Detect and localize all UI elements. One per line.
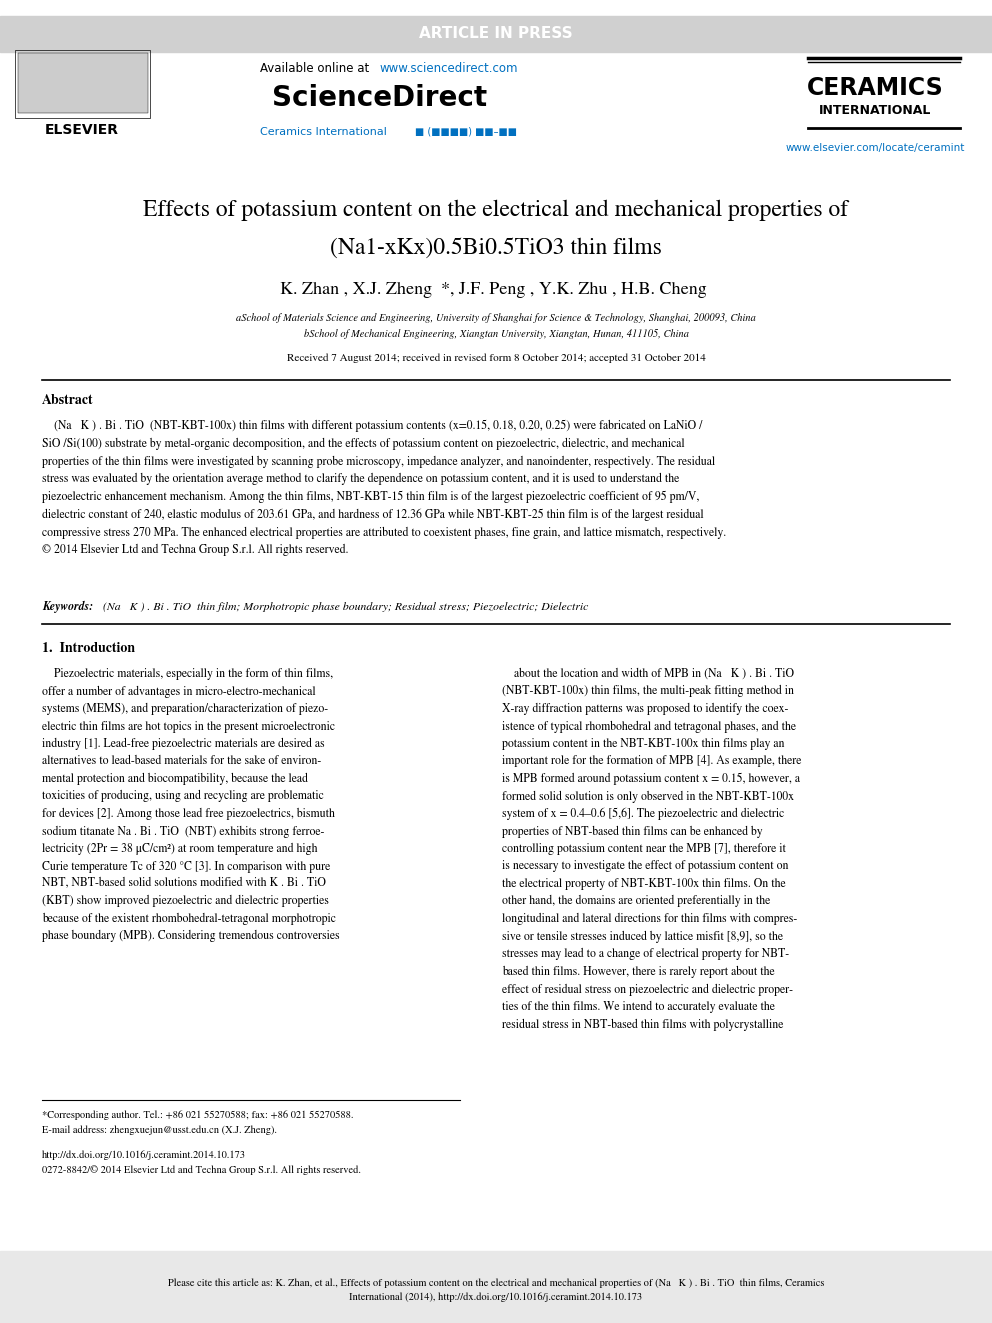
Text: CERAMICS: CERAMICS (806, 75, 943, 101)
Text: (Na₁₋ₓKₓ)₀.₅Bi₀.₅TiO₃ (NBT-KBT-100x) thin films with different potassium content: (Na₁₋ₓKₓ)₀.₅Bi₀.₅TiO₃ (NBT-KBT-100x) thi… (42, 419, 726, 556)
Text: ARTICLE IN PRESS: ARTICLE IN PRESS (420, 26, 572, 41)
Text: http://dx.doi.org/10.1016/j.ceramint.2014.10.173: http://dx.doi.org/10.1016/j.ceramint.201… (42, 1150, 246, 1160)
Text: (Na₁₋ₓKₓ)₀.₅Bi₀.₅TiO₃ thin film; Morphotropic phase boundary; Residual stress; P: (Na₁₋ₓKₓ)₀.₅Bi₀.₅TiO₃ thin film; Morphot… (103, 602, 588, 613)
Text: Ceramics International: Ceramics International (260, 127, 387, 138)
Text: (Na1-xKx)0.5Bi0.5TiO3 thin films: (Na1-xKx)0.5Bi0.5TiO3 thin films (330, 237, 662, 259)
Text: aSchool of Materials Science and Engineering, University of Shanghai for Science: aSchool of Materials Science and Enginee… (236, 314, 756, 323)
Text: www.elsevier.com/locate/ceramint: www.elsevier.com/locate/ceramint (786, 143, 964, 153)
Bar (18, 53, 148, 112)
Text: Abstract: Abstract (42, 393, 93, 406)
Text: E-mail address: zhengxuejun@usst.edu.cn (X.J. Zheng).: E-mail address: zhengxuejun@usst.edu.cn … (42, 1125, 277, 1135)
Text: INTERNATIONAL: INTERNATIONAL (818, 103, 931, 116)
Text: ScienceDirect: ScienceDirect (273, 83, 487, 112)
Text: Received 7 August 2014; received in revised form 8 October 2014; accepted 31 Oct: Received 7 August 2014; received in revi… (287, 353, 705, 363)
Text: 1.  Introduction: 1. Introduction (42, 642, 135, 655)
Text: *Corresponding author. Tel.: +86 021 55270588; fax: +86 021 55270588.: *Corresponding author. Tel.: +86 021 552… (42, 1110, 353, 1119)
Text: Effects of potassium content on the electrical and mechanical properties of: Effects of potassium content on the elec… (144, 200, 848, 221)
Text: www.sciencedirect.com: www.sciencedirect.com (380, 61, 519, 74)
Text: Piezoelectric materials, especially in the form of thin films,
offer a number of: Piezoelectric materials, especially in t… (42, 668, 339, 942)
Text: Available online at: Available online at (260, 61, 373, 74)
Text: bSchool of Mechanical Engineering, Xiangtan University, Xiangtan, Hunan, 411105,: bSchool of Mechanical Engineering, Xiang… (304, 329, 688, 339)
Bar (15, 50, 150, 118)
Bar (0, 16, 992, 52)
Text: K. Zhanᵃ, X.J. Zhengᵃⱼ*, J.F. Pengᵇ, Y.K. Zhuᵃ, H.B. Chengᵃ: K. Zhanᵃ, X.J. Zhengᵃⱼ*, J.F. Pengᵇ, Y.K… (281, 282, 711, 298)
Bar (0, 1252, 992, 1323)
Text: ELSEVIER: ELSEVIER (45, 123, 119, 138)
Text: Keywords:: Keywords: (42, 601, 96, 613)
Text: 0272-8842/© 2014 Elsevier Ltd and Techna Group S.r.l. All rights reserved.: 0272-8842/© 2014 Elsevier Ltd and Techna… (42, 1166, 361, 1175)
Text: ■ (■■■■) ■■–■■: ■ (■■■■) ■■–■■ (415, 127, 517, 138)
Text: Please cite this article as: K. Zhan, et al., Effects of potassium content on th: Please cite this article as: K. Zhan, et… (168, 1278, 824, 1302)
Text: about the location and width of MPB in (Na₁₋ₓKₓ)₀.₅Bi₀.₅TiO₃
(NBT-KBT-100x) thin: about the location and width of MPB in (… (502, 668, 802, 1031)
